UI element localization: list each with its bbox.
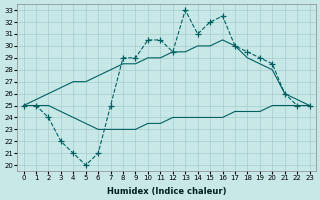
X-axis label: Humidex (Indice chaleur): Humidex (Indice chaleur) <box>107 187 226 196</box>
